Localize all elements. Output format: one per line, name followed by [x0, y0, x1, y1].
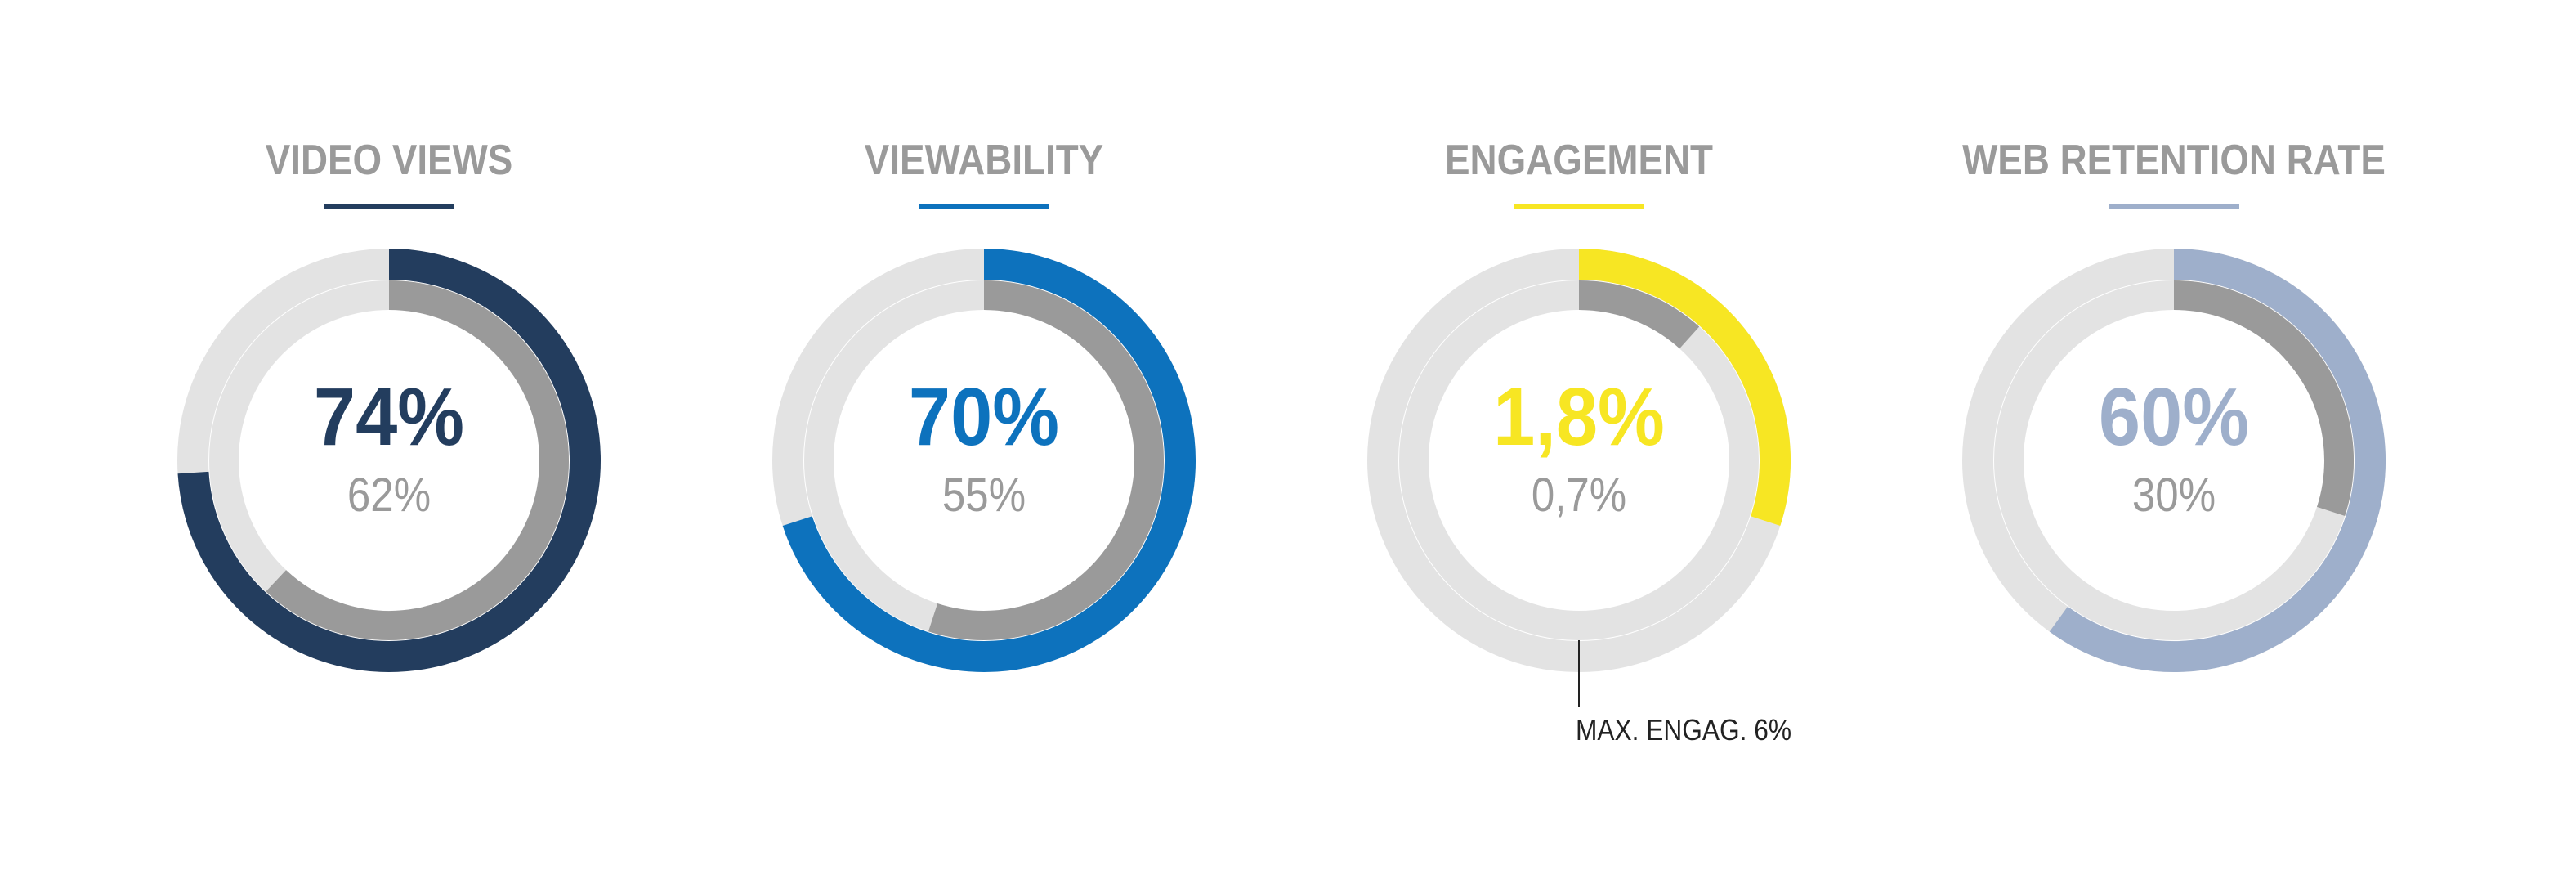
secondary-value-arc — [1578, 280, 1700, 349]
secondary-value-arc — [2173, 280, 2354, 516]
secondary-value-label: 62% — [347, 469, 432, 522]
secondary-value-arc — [266, 280, 569, 640]
donut-panel-web-retention-rate: WEB RETENTION RATE 60% 30% — [1852, 0, 2496, 888]
primary-value-label: 1,8% — [1493, 371, 1665, 463]
donut-panel-viewability: VIEWABILITY 70% 55% — [662, 0, 1306, 888]
secondary-value-label: 30% — [2131, 469, 2216, 522]
title-underline — [1514, 204, 1644, 209]
donut-chart — [177, 249, 601, 672]
primary-value-label: 74% — [313, 371, 465, 463]
scale-max-note: MAX. ENGAG. 6% — [1576, 713, 1792, 747]
donut-panel-video-views: VIDEO VIEWS 74% 62% — [67, 0, 711, 888]
primary-value-arc — [177, 249, 601, 672]
primary-value-label: 60% — [2098, 371, 2250, 463]
donut-chart — [772, 249, 1196, 672]
donut-chart — [1962, 249, 2386, 672]
chart-title: VIEWABILITY — [864, 137, 1104, 184]
chart-title: ENGAGEMENT — [1445, 137, 1713, 184]
primary-value-arc — [1578, 249, 1791, 527]
donut-panel-engagement: ENGAGEMENT 1,8% 0,7% MAX. ENGAG. 6% — [1257, 0, 1901, 888]
secondary-value-label: 55% — [941, 469, 1026, 522]
chart-title: VIDEO VIEWS — [265, 137, 513, 184]
chart-title: WEB RETENTION RATE — [1962, 137, 2386, 184]
title-underline — [919, 204, 1049, 209]
title-underline — [324, 204, 454, 209]
primary-value-label: 70% — [908, 371, 1060, 463]
primary-value-arc — [782, 249, 1196, 672]
secondary-value-arc — [928, 280, 1164, 640]
title-underline — [2109, 204, 2239, 209]
secondary-value-label: 0,7% — [1531, 469, 1627, 522]
donut-chart — [1367, 249, 1791, 707]
primary-value-arc — [2049, 249, 2386, 672]
